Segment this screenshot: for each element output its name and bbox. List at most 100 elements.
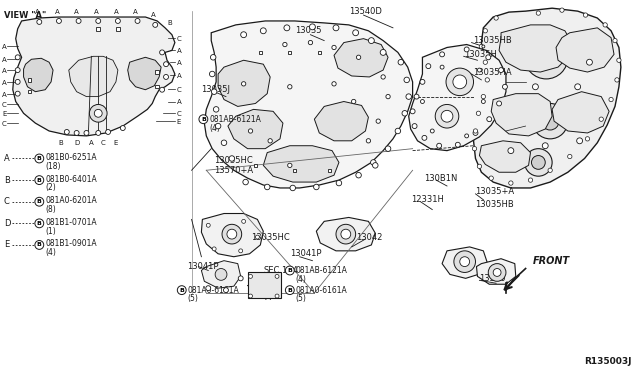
Circle shape (508, 148, 514, 154)
Circle shape (332, 45, 336, 49)
Circle shape (227, 229, 237, 239)
Circle shape (422, 135, 427, 140)
Circle shape (238, 276, 243, 281)
Circle shape (376, 119, 380, 124)
Text: C: C (2, 102, 6, 109)
Circle shape (206, 223, 210, 227)
Circle shape (599, 117, 604, 121)
Circle shape (94, 109, 102, 117)
Text: 13035HA: 13035HA (474, 68, 512, 77)
Circle shape (420, 79, 425, 84)
Text: 081A0-6201A: 081A0-6201A (45, 196, 97, 205)
Polygon shape (228, 109, 283, 149)
Circle shape (465, 134, 468, 138)
Circle shape (386, 94, 390, 99)
Text: A: A (177, 48, 182, 54)
Circle shape (568, 154, 572, 159)
Circle shape (441, 110, 453, 122)
Circle shape (481, 100, 485, 103)
Circle shape (221, 140, 227, 145)
Circle shape (404, 77, 410, 83)
Circle shape (586, 137, 589, 141)
Circle shape (290, 185, 296, 191)
Text: B: B (179, 288, 184, 293)
Circle shape (485, 78, 490, 82)
Circle shape (74, 131, 79, 135)
Text: E: E (2, 111, 6, 117)
Circle shape (351, 99, 356, 104)
Circle shape (380, 49, 386, 55)
Polygon shape (13, 17, 175, 136)
Circle shape (489, 176, 493, 180)
Polygon shape (476, 259, 516, 284)
Text: A: A (2, 92, 6, 97)
Circle shape (453, 75, 467, 89)
Text: 13570: 13570 (479, 274, 506, 283)
Circle shape (603, 23, 607, 27)
Text: (4): (4) (296, 275, 307, 284)
Circle shape (436, 143, 442, 148)
Circle shape (264, 184, 270, 190)
Circle shape (371, 160, 376, 165)
Circle shape (96, 131, 100, 135)
Circle shape (532, 84, 538, 90)
Text: B: B (201, 117, 206, 122)
Text: 13035HC: 13035HC (214, 156, 253, 165)
Circle shape (479, 44, 484, 49)
Circle shape (454, 251, 476, 272)
Circle shape (336, 180, 342, 186)
Circle shape (284, 25, 290, 31)
Text: B: B (4, 176, 10, 185)
Text: A: A (2, 68, 6, 74)
Circle shape (159, 50, 164, 55)
Circle shape (285, 286, 294, 295)
Circle shape (440, 65, 444, 69)
Circle shape (90, 105, 107, 122)
Text: 081AB-6121A: 081AB-6121A (296, 266, 348, 275)
Text: 13035+A: 13035+A (476, 187, 515, 196)
Circle shape (534, 45, 558, 69)
Text: B: B (37, 156, 42, 161)
Circle shape (15, 79, 20, 84)
Circle shape (536, 11, 541, 15)
Polygon shape (316, 218, 375, 251)
Circle shape (209, 71, 215, 77)
Text: D: D (74, 140, 79, 146)
Circle shape (120, 126, 125, 131)
Bar (28, 90, 31, 93)
Text: (1): (1) (45, 227, 56, 236)
Text: B: B (37, 221, 42, 226)
Circle shape (483, 60, 488, 64)
Circle shape (37, 19, 42, 25)
Circle shape (287, 84, 292, 89)
Circle shape (356, 55, 361, 60)
Text: (8): (8) (45, 205, 56, 214)
Circle shape (84, 131, 89, 135)
Circle shape (426, 64, 431, 68)
Text: 13035: 13035 (295, 26, 321, 35)
Text: B: B (287, 288, 292, 293)
Circle shape (560, 8, 564, 12)
Circle shape (135, 19, 140, 23)
Text: A: A (4, 154, 10, 163)
Circle shape (336, 224, 356, 244)
Text: B: B (37, 243, 42, 247)
Polygon shape (204, 21, 413, 188)
Circle shape (372, 163, 378, 168)
Circle shape (488, 264, 506, 281)
Bar (328, 169, 331, 172)
Text: SEC.164: SEC.164 (263, 266, 298, 275)
Text: 130B1N: 130B1N (424, 174, 458, 183)
Circle shape (239, 249, 243, 253)
Circle shape (206, 286, 211, 291)
Text: 13035H: 13035H (464, 50, 497, 59)
Circle shape (509, 181, 513, 185)
Polygon shape (128, 57, 161, 90)
Text: A: A (177, 60, 182, 66)
Polygon shape (492, 94, 552, 136)
Circle shape (164, 62, 168, 67)
Circle shape (56, 19, 61, 23)
Circle shape (283, 42, 287, 47)
Text: (4): (4) (209, 124, 220, 132)
Text: E: E (114, 140, 118, 146)
